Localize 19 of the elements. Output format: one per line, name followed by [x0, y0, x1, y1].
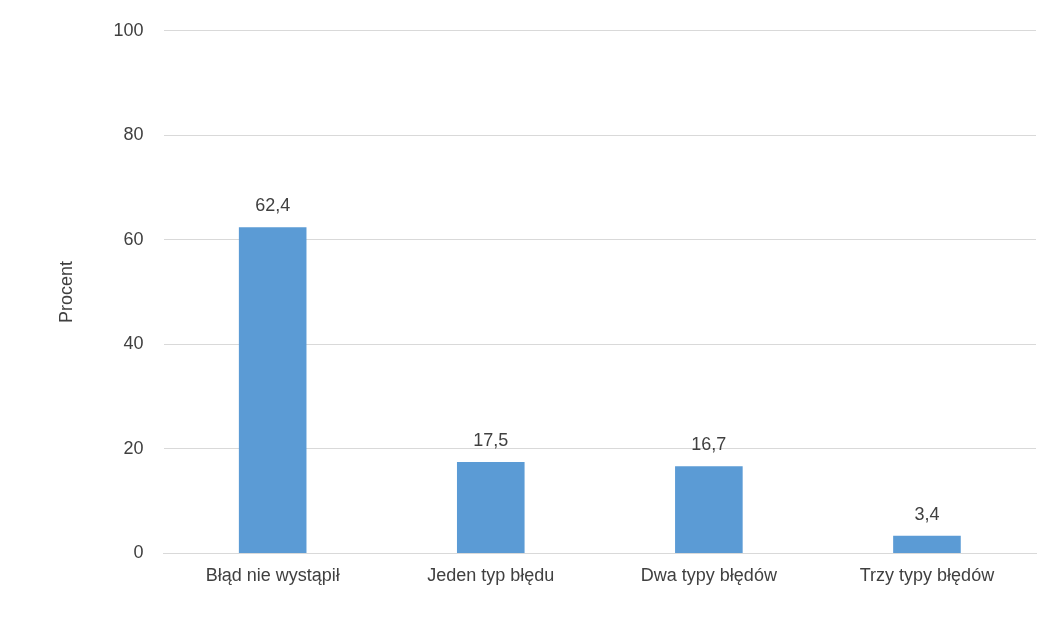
x-tick-label: Błąd nie wystąpił	[205, 565, 340, 586]
y-tick-label: 100	[113, 19, 144, 40]
x-tick-label: Trzy typy błędów	[859, 565, 996, 586]
y-tick-label: 0	[133, 542, 144, 563]
x-tick-label: Dwa typy błędów	[640, 565, 778, 586]
y-tick-label: 40	[123, 333, 144, 354]
bar	[456, 461, 525, 553]
data-label: 16,7	[691, 434, 727, 455]
y-tick-label: 20	[123, 437, 144, 458]
data-label: 62,4	[255, 195, 291, 216]
bar	[238, 227, 307, 553]
y-tick-label: 60	[123, 228, 144, 249]
data-label: 3,4	[914, 503, 940, 524]
bar	[675, 466, 743, 553]
x-tick-label: Jeden typ błędu	[427, 565, 555, 586]
data-label: 17,5	[473, 429, 509, 450]
y-axis-title: Procent	[55, 261, 76, 324]
bar	[893, 535, 961, 553]
y-tick-label: 80	[123, 124, 144, 145]
